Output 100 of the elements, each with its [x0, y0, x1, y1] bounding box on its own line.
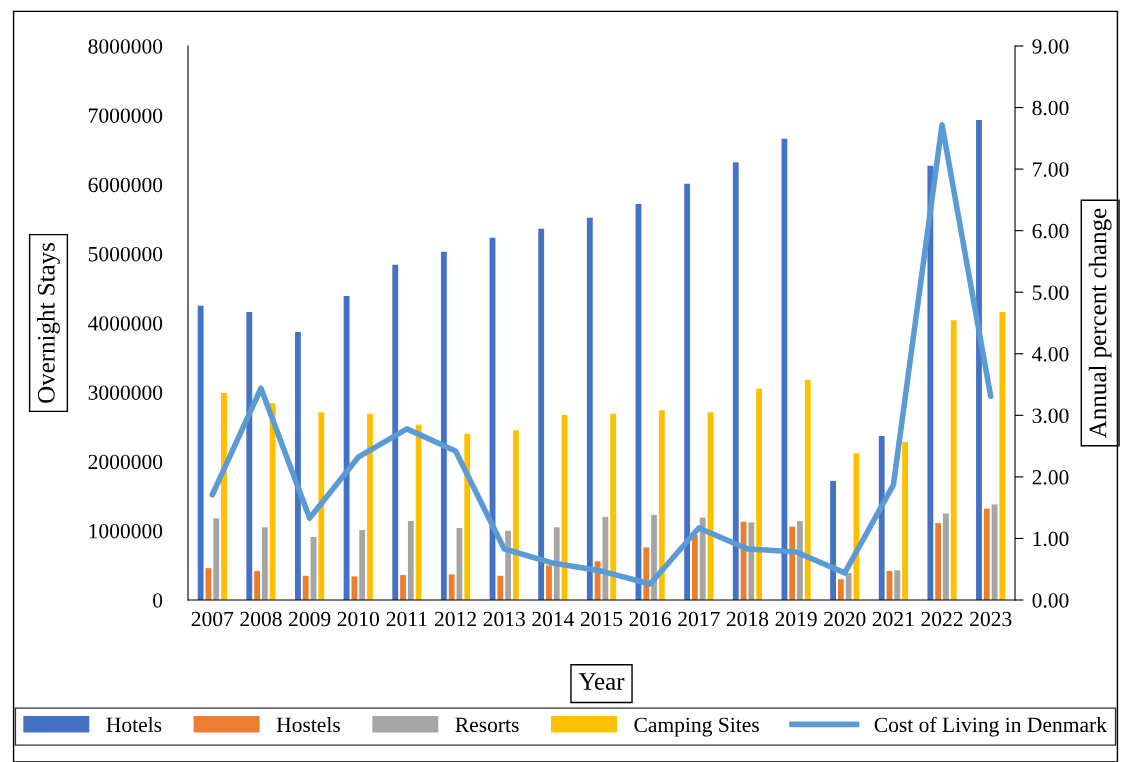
- bar: [254, 570, 260, 600]
- bar: [261, 527, 268, 600]
- bar: [497, 575, 504, 600]
- bar: [732, 162, 739, 600]
- bar: [756, 388, 763, 600]
- bar: [853, 453, 860, 600]
- bar: [302, 575, 309, 600]
- x-tick-label: 2022: [921, 611, 963, 627]
- x-tick-label: 2014: [532, 611, 575, 627]
- bar: [878, 435, 885, 600]
- bar: [269, 403, 276, 600]
- bar: [943, 513, 949, 600]
- y-tick-label: 4000000: [88, 316, 163, 331]
- bar: [343, 295, 350, 600]
- y-tick-label: 6000000: [88, 177, 163, 193]
- bar: [976, 120, 982, 600]
- bar: [448, 574, 455, 600]
- bar: [415, 424, 422, 600]
- y-tick-label: 7000000: [89, 108, 163, 123]
- bar: [538, 228, 545, 600]
- x-tick-label: 2018: [726, 611, 769, 627]
- x-tick-label: 2016: [629, 611, 672, 627]
- bar: [658, 410, 665, 600]
- x-tick-label: 2017: [678, 611, 720, 627]
- legend-label: Hostels: [276, 716, 340, 733]
- bar: [512, 430, 519, 600]
- x-tick-label: 2020: [824, 611, 866, 627]
- x-axis-title: Year: [578, 673, 625, 690]
- legend-label: Hotels: [106, 716, 162, 733]
- x-tick-label: 2007: [191, 611, 234, 627]
- bar: [789, 526, 796, 600]
- bar: [999, 311, 1006, 600]
- bar: [553, 527, 560, 600]
- bar: [221, 392, 227, 600]
- x-tick-label: 2008: [240, 611, 282, 627]
- bar: [797, 521, 803, 600]
- x-tick-label: 2010: [337, 611, 379, 627]
- bar: [586, 217, 593, 600]
- bar: [367, 413, 373, 600]
- bar: [464, 433, 471, 600]
- x-tick-label: 2015: [580, 611, 623, 627]
- bar: [643, 547, 650, 600]
- x-tick-label: 2011: [386, 611, 427, 627]
- x-tick-label: 2012: [434, 611, 476, 627]
- bar: [935, 523, 942, 600]
- y2-tick-label: 3.00: [1032, 408, 1069, 424]
- bar: [440, 251, 447, 600]
- y2-tick-label: 6.00: [1032, 223, 1069, 239]
- y2-tick-label: 1.00: [1033, 531, 1069, 547]
- bar: [845, 572, 852, 600]
- bar: [392, 264, 399, 600]
- y-tick-label: 0: [153, 593, 163, 608]
- y-axis-title: Overnight Stays: [37, 243, 60, 403]
- bar: [610, 413, 617, 600]
- x-tick-label: 2023: [970, 611, 1012, 627]
- y-tick-label: 8000000: [88, 39, 163, 54]
- y2-axis-title: Annual percent change: [1088, 208, 1112, 438]
- bar: [197, 305, 204, 600]
- bar: [983, 508, 990, 600]
- y-tick-label: 1000000: [89, 523, 163, 539]
- bar: [804, 379, 811, 600]
- legend-label: Cost of Living in Denmark: [874, 716, 1107, 737]
- x-tick-label: 2021: [872, 611, 914, 627]
- y2-tick-label: 4.00: [1032, 346, 1069, 362]
- bar: [781, 138, 788, 600]
- y2-tick-label: 9.00: [1032, 39, 1069, 54]
- y2-tick-label: 0.00: [1032, 593, 1069, 608]
- bar: [830, 480, 836, 600]
- bar: [546, 565, 552, 600]
- x-tick-label: 2019: [775, 611, 817, 627]
- bar: [295, 332, 301, 600]
- x-tick-label: 2013: [483, 611, 525, 627]
- bar: [359, 530, 366, 600]
- bar: [894, 570, 901, 600]
- y-tick-label: 3000000: [88, 385, 163, 400]
- bar: [602, 516, 609, 600]
- legend-label: Camping Sites: [634, 717, 759, 737]
- legend-label: Resorts: [455, 717, 519, 733]
- x-tick-label: 2009: [289, 611, 331, 627]
- y-tick-label: 5000000: [88, 246, 163, 262]
- y2-tick-label: 2.00: [1032, 470, 1069, 485]
- y2-tick-label: 8.00: [1032, 100, 1069, 116]
- y-tick-label: 2000000: [88, 454, 163, 470]
- bar: [351, 576, 358, 600]
- y2-tick-label: 5.00: [1032, 285, 1069, 300]
- bar: [407, 521, 414, 600]
- bar: [699, 517, 706, 600]
- bar: [505, 530, 512, 600]
- y2-tick-label: 7.00: [1033, 162, 1069, 177]
- bar: [684, 183, 691, 600]
- bar: [950, 320, 957, 600]
- bar: [651, 514, 657, 600]
- bar: [400, 575, 406, 600]
- bar: [246, 311, 253, 600]
- bar: [927, 165, 934, 600]
- bar: [318, 412, 325, 600]
- bar: [691, 534, 698, 600]
- bar: [837, 579, 844, 600]
- bar: [748, 522, 755, 600]
- bar: [213, 518, 220, 600]
